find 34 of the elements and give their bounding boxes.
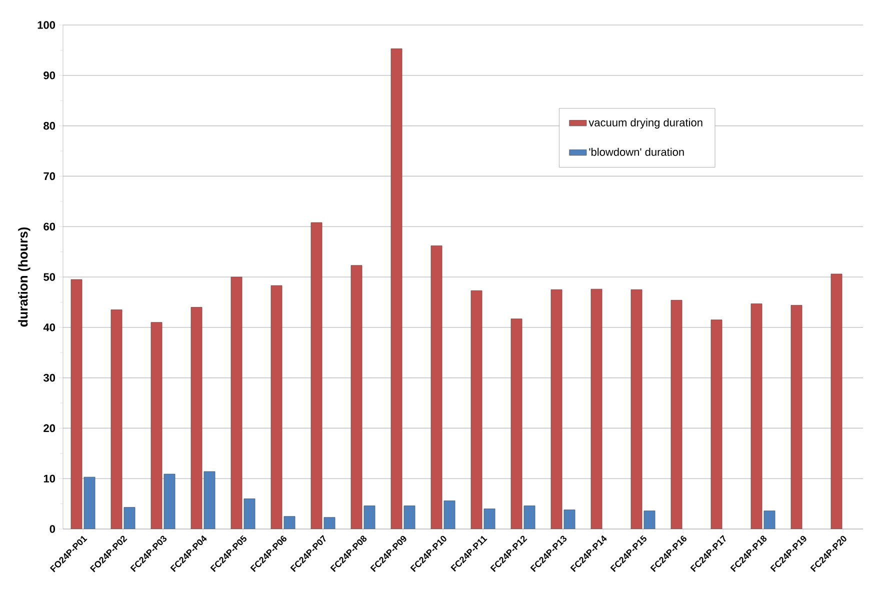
y-tick-label: 70 bbox=[44, 172, 56, 180]
y-tick-label: 10 bbox=[44, 474, 56, 482]
bar bbox=[310, 222, 322, 529]
bar bbox=[390, 48, 402, 529]
bar bbox=[790, 305, 802, 529]
bar bbox=[710, 320, 722, 529]
bar bbox=[750, 304, 762, 529]
y-tick-label: 100 bbox=[38, 21, 56, 29]
y-tick-label: 80 bbox=[44, 122, 56, 130]
bar bbox=[670, 300, 682, 529]
y-tick-label: 90 bbox=[44, 72, 56, 80]
y-tick-label: 60 bbox=[44, 222, 56, 230]
bar bbox=[630, 289, 642, 529]
bar bbox=[230, 276, 242, 529]
bar bbox=[830, 274, 842, 529]
bar bbox=[270, 285, 282, 529]
bar bbox=[110, 310, 122, 529]
legend-label: vacuum drying duration bbox=[588, 118, 702, 129]
bar bbox=[550, 289, 562, 529]
bar bbox=[510, 318, 522, 529]
bar bbox=[470, 290, 482, 529]
bar bbox=[150, 322, 162, 529]
bar bbox=[590, 288, 602, 529]
y-tick-label: 0 bbox=[50, 525, 56, 533]
y-tick-label: 40 bbox=[43, 324, 56, 332]
y-tick-label: 50 bbox=[44, 273, 56, 281]
y-tick-label: 30 bbox=[43, 374, 56, 382]
bar bbox=[190, 307, 202, 529]
bar bbox=[350, 265, 362, 529]
bar bbox=[70, 279, 82, 529]
bar bbox=[430, 246, 442, 529]
y-tick-label: 20 bbox=[44, 424, 56, 432]
legend-label: 'blowdown' duration bbox=[589, 148, 684, 156]
y-axis-title: duration (hours) bbox=[18, 227, 30, 327]
